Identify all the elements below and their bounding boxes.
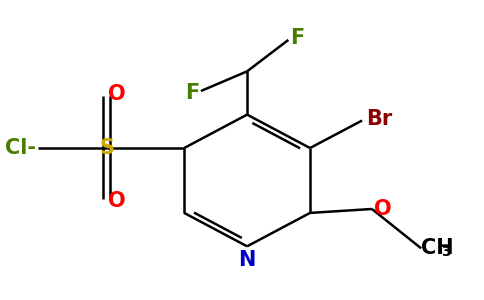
Text: O: O — [374, 199, 392, 219]
Text: O: O — [108, 84, 126, 104]
Text: O: O — [108, 191, 126, 211]
Text: Br: Br — [366, 109, 393, 128]
Text: F: F — [185, 83, 199, 103]
Text: S: S — [99, 138, 114, 158]
Text: 3: 3 — [441, 245, 451, 259]
Text: F: F — [290, 28, 304, 48]
Text: N: N — [239, 250, 256, 270]
Text: Cl-: Cl- — [5, 138, 36, 158]
Text: CH: CH — [421, 238, 454, 258]
